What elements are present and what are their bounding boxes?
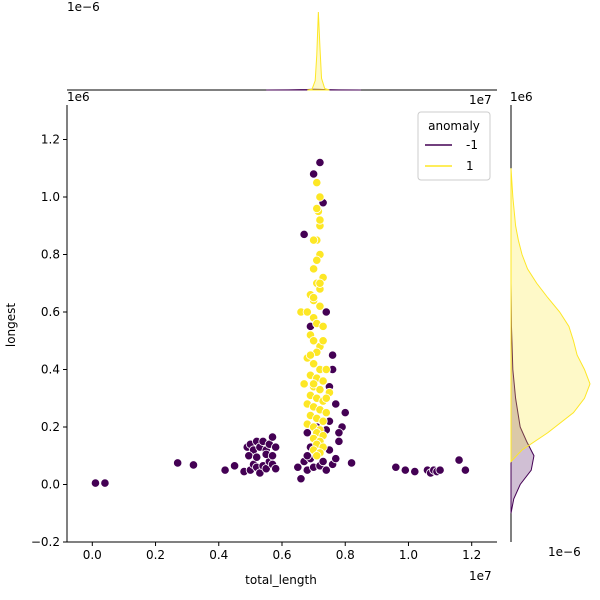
point-anomaly-minus-one (267, 451, 278, 461)
main-scatter-points (90, 157, 470, 488)
point-anomaly-minus-one (90, 478, 101, 488)
y-tick-label: 1.0 (41, 190, 60, 204)
point-anomaly-one (312, 178, 322, 188)
top-density-one (307, 11, 330, 91)
top-marginal-offset-label: 1e−6 (67, 0, 100, 14)
point-anomaly-minus-one (229, 461, 240, 471)
point-anomaly-one (312, 203, 322, 214)
point-anomaly-minus-one (454, 455, 464, 465)
point-anomaly-minus-one (334, 436, 344, 446)
y-tick-label: 0.4 (41, 363, 60, 377)
point-anomaly-minus-one (309, 169, 319, 179)
point-anomaly-minus-one (391, 462, 401, 472)
point-anomaly-one (315, 385, 325, 395)
x-tick-label: 0.6 (272, 548, 291, 562)
point-anomaly-minus-one (346, 458, 357, 468)
point-anomaly-minus-one (327, 350, 338, 360)
point-anomaly-one (309, 379, 319, 389)
point-anomaly-one (315, 192, 325, 202)
y-tick-label: 0.6 (41, 305, 60, 319)
point-anomaly-minus-one (318, 456, 328, 467)
y-tick-label: −0.2 (31, 535, 60, 549)
main-axes: 0.0 0.2 0.4 0.6 0.8 1.0 1.2 −0.2 0.0 0.2 0.4 0.6 0.8… (31, 105, 497, 562)
point-anomaly-minus-one (252, 452, 262, 462)
x-tick-label: 0.8 (336, 548, 355, 562)
legend-frame (417, 111, 491, 181)
point-anomaly-minus-one (302, 451, 312, 461)
x-tick-label: 1.2 (462, 548, 481, 562)
point-anomaly-minus-one (334, 428, 344, 438)
point-anomaly-minus-one (400, 465, 410, 475)
point-anomaly-minus-one (271, 442, 281, 452)
x-tick-label: 0.0 (83, 548, 102, 562)
point-anomaly-one (318, 416, 328, 426)
y-tick-label: 0.0 (41, 478, 60, 492)
point-anomaly-one (309, 293, 319, 303)
point-anomaly-one (321, 364, 331, 375)
point-anomaly-minus-one (220, 465, 230, 475)
point-anomaly-minus-one (188, 460, 199, 470)
point-anomaly-one (318, 321, 328, 331)
point-anomaly-minus-one (299, 229, 309, 239)
point-anomaly-minus-one (331, 399, 341, 409)
point-anomaly-minus-one (244, 451, 254, 461)
right-density-one (510, 168, 591, 463)
right-marginal-density (510, 105, 591, 542)
point-anomaly-minus-one (173, 458, 183, 468)
point-anomaly-one (321, 408, 331, 418)
point-anomaly-one (309, 264, 319, 274)
point-anomaly-one (315, 301, 325, 311)
point-anomaly-one (309, 235, 319, 245)
x-offset-label: 1e7 (469, 569, 492, 583)
point-anomaly-minus-one (321, 307, 331, 317)
legend-title: anomaly (428, 119, 480, 133)
point-anomaly-minus-one (331, 454, 341, 464)
y-axis-label: longest (4, 303, 18, 348)
point-anomaly-one (302, 307, 312, 317)
point-anomaly-minus-one (321, 465, 331, 475)
point-anomaly-one (299, 379, 309, 389)
point-anomaly-one (305, 350, 316, 360)
y-offset-label: 1e6 (67, 90, 90, 104)
point-anomaly-one (309, 359, 319, 369)
point-anomaly-one (309, 336, 319, 346)
point-anomaly-one (312, 255, 322, 265)
point-anomaly-minus-one (100, 478, 110, 488)
x-tick-label: 1.0 (399, 548, 418, 562)
point-anomaly-minus-one (296, 474, 306, 484)
point-anomaly-minus-one (435, 465, 445, 475)
y-tick-label: 0.2 (41, 420, 60, 434)
y-tick-label: 0.8 (41, 248, 60, 262)
point-anomaly-minus-one (271, 464, 281, 474)
right-marginal-y-offset-label: 1e6 (510, 90, 533, 104)
point-anomaly-one (312, 451, 322, 461)
legend-label-minus-one: -1 (466, 138, 478, 152)
point-anomaly-minus-one (293, 462, 303, 472)
legend: anomaly -1 1 (417, 111, 491, 181)
x-offset-label-top: 1e7 (469, 93, 492, 107)
point-anomaly-minus-one (267, 432, 278, 442)
point-anomaly-minus-one (410, 466, 420, 477)
x-tick-label: 0.2 (146, 548, 165, 562)
point-anomaly-one (318, 376, 328, 386)
point-anomaly-minus-one (315, 157, 325, 168)
point-anomaly-minus-one (340, 408, 350, 418)
point-anomaly-one (318, 336, 328, 346)
point-anomaly-one (315, 215, 325, 225)
point-anomaly-minus-one (460, 465, 470, 475)
legend-label-one: 1 (466, 159, 474, 173)
point-anomaly-one (321, 393, 331, 403)
top-marginal-density (67, 11, 497, 91)
x-axis-label: total_length (245, 573, 317, 587)
point-anomaly-one (315, 278, 325, 288)
right-marginal-offset-label: 1e−6 (548, 545, 581, 559)
x-tick-label: 0.4 (209, 548, 228, 562)
y-tick-label: 1.2 (41, 133, 60, 147)
